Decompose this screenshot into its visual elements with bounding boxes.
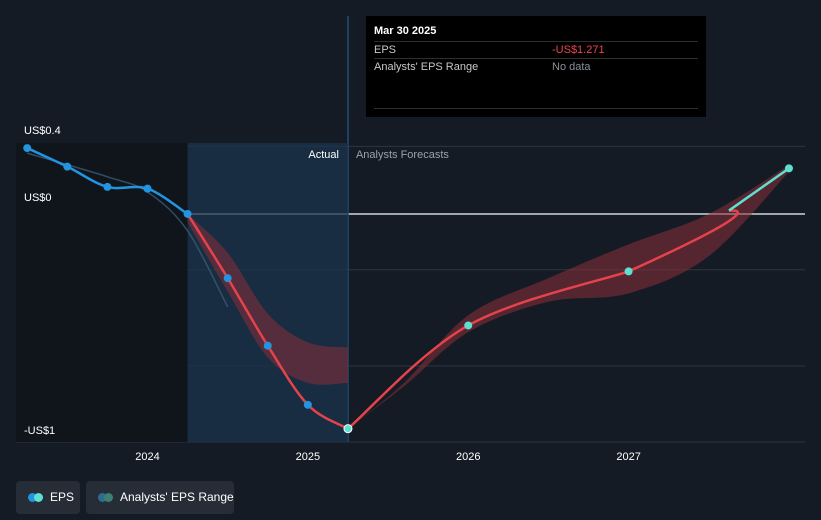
pre-actual-shade xyxy=(16,143,188,442)
tooltip-range-label: Analysts' EPS Range xyxy=(374,61,479,73)
forecast-region-label: Analysts Forecasts xyxy=(356,149,449,161)
forecast-point xyxy=(624,267,633,276)
eps-forecast-positive-line xyxy=(728,167,790,212)
tooltip-range-value: No data xyxy=(552,61,591,73)
tooltip-row-eps: EPS -US$1.271 xyxy=(374,41,698,59)
forecast-point xyxy=(464,321,473,330)
legend-range-marker-icon xyxy=(98,493,107,502)
x-tick-label: 2026 xyxy=(456,451,480,463)
y-tick-label: US$0.4 xyxy=(24,125,61,137)
eps-range-band xyxy=(187,213,348,385)
tooltip-eps-value: -US$1.271 xyxy=(552,44,605,56)
tooltip-eps-label: EPS xyxy=(374,44,397,56)
eps-point xyxy=(63,162,72,171)
analysts-eps-range-bands xyxy=(187,164,789,429)
eps-point xyxy=(263,341,272,350)
legend-eps[interactable]: EPS xyxy=(16,481,80,514)
tooltip-divider xyxy=(374,108,698,109)
tooltip-row-range: Analysts' EPS Range No data xyxy=(374,58,698,76)
hover-tooltip: Mar 30 2025 EPS -US$1.271 Analysts' EPS … xyxy=(366,16,706,117)
y-tick-label: -US$1 xyxy=(24,425,55,437)
eps-point xyxy=(143,184,152,193)
forecast-point xyxy=(784,164,793,173)
eps-point xyxy=(223,274,232,283)
eps-point xyxy=(103,182,112,191)
legend-eps-marker-icon xyxy=(28,493,37,502)
x-tick-label: 2025 xyxy=(296,451,320,463)
eps-series-points xyxy=(23,144,793,434)
eps-point xyxy=(183,209,192,218)
axis-labels: US$0.4 US$0 -US$1 2024 2025 2026 2027 Actual Ana… xyxy=(24,125,641,463)
tooltip-date: Mar 30 2025 xyxy=(374,25,437,37)
legend-range-marker-icon xyxy=(104,493,113,502)
y-tick-label: US$0 xyxy=(24,192,52,204)
legend-eps-label: EPS xyxy=(50,490,75,504)
legend-analysts-eps-range[interactable]: Analysts' EPS Range xyxy=(86,481,234,514)
x-tick-label: 2027 xyxy=(616,451,640,463)
actual-region-label: Actual xyxy=(308,149,339,161)
actual-shading xyxy=(16,143,348,442)
actual-period-shade xyxy=(187,143,348,442)
eps-point xyxy=(23,144,32,153)
eps-range-band xyxy=(347,164,789,429)
legend-range-label: Analysts' EPS Range xyxy=(120,490,234,504)
legend-eps-marker-icon xyxy=(34,493,43,502)
eps-point xyxy=(303,400,312,409)
x-tick-label: 2024 xyxy=(135,451,159,463)
eps-forecast-line-tail xyxy=(628,209,740,273)
eps-point xyxy=(343,424,353,434)
